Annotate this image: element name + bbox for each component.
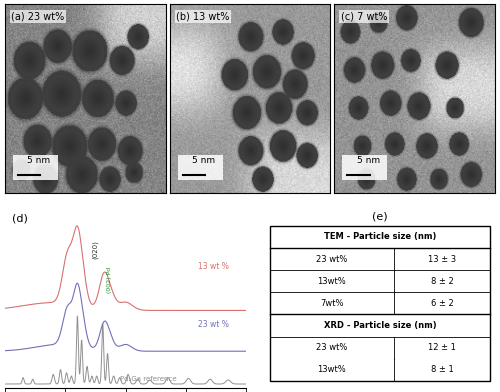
- Text: (020): (020): [92, 240, 98, 259]
- FancyBboxPatch shape: [13, 155, 58, 180]
- Bar: [270, 226, 490, 381]
- Text: (002) Pd: (002) Pd: [108, 267, 112, 293]
- Text: 13 wt %: 13 wt %: [198, 262, 229, 271]
- Text: 23 wt%: 23 wt%: [316, 255, 348, 263]
- FancyBboxPatch shape: [342, 155, 388, 180]
- Text: 5 nm: 5 nm: [192, 156, 216, 165]
- Text: 13wt%: 13wt%: [318, 365, 346, 374]
- Text: 5 nm: 5 nm: [28, 156, 50, 165]
- Text: (b) 13 wt%: (b) 13 wt%: [176, 11, 230, 22]
- Text: (a) 23 wt%: (a) 23 wt%: [12, 11, 64, 22]
- Text: (c) 7 wt%: (c) 7 wt%: [341, 11, 388, 22]
- Text: 8 ± 2: 8 ± 2: [431, 277, 454, 286]
- Text: 23 wt%: 23 wt%: [316, 343, 348, 352]
- Text: 23 wt %: 23 wt %: [198, 320, 229, 329]
- Text: (d): (d): [12, 213, 28, 223]
- Text: Pd₂Ga reference: Pd₂Ga reference: [120, 376, 176, 382]
- Text: 5 nm: 5 nm: [357, 156, 380, 165]
- Text: (e): (e): [372, 212, 388, 221]
- Text: 8 ± 1: 8 ± 1: [431, 365, 454, 374]
- Text: TEM - Particle size (nm): TEM - Particle size (nm): [324, 232, 436, 241]
- FancyBboxPatch shape: [178, 155, 222, 180]
- Text: 6 ± 2: 6 ± 2: [431, 299, 454, 308]
- Text: 13 ± 3: 13 ± 3: [428, 255, 456, 263]
- Text: 12 ± 1: 12 ± 1: [428, 343, 456, 352]
- Text: XRD - Particle size (nm): XRD - Particle size (nm): [324, 321, 436, 330]
- Text: 7wt%: 7wt%: [320, 299, 344, 308]
- Text: 13wt%: 13wt%: [318, 277, 346, 286]
